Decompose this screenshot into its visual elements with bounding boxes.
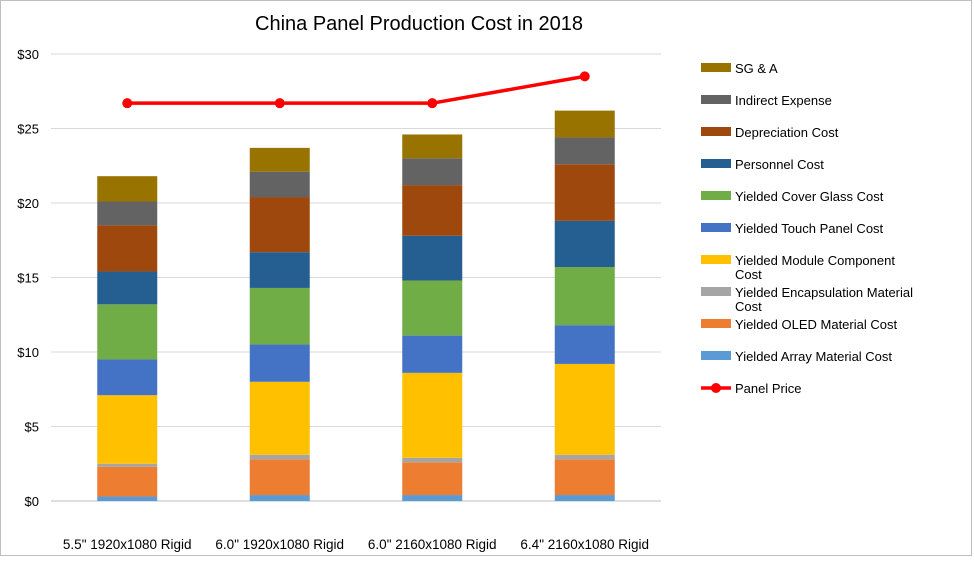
legend-label: Yielded Cover Glass Cost (735, 189, 884, 204)
bar-segment (97, 304, 158, 360)
y-tick-label: $25 (17, 122, 39, 137)
bar-segment (402, 335, 463, 373)
chart-title: China Panel Production Cost in 2018 (255, 13, 583, 35)
legend-marker (711, 383, 721, 393)
panel-price-marker (427, 98, 438, 109)
bar-segment (554, 164, 615, 221)
bar-segment (402, 158, 463, 186)
panel-price-marker (579, 71, 590, 82)
x-tick-label: 6.0" 1920x1080 Rigid (215, 537, 344, 552)
y-tick-label: $5 (25, 420, 39, 435)
legend: SG & A Indirect Expense Depreciation Cost P… (701, 61, 913, 396)
bar-segment (402, 235, 463, 281)
y-tick-label: $20 (17, 196, 39, 211)
legend-label: Yielded Encapsulation Material (735, 285, 913, 300)
legend-label: Depreciation Cost (735, 125, 839, 140)
bar-segment (249, 252, 310, 288)
bar-segment (402, 462, 463, 496)
bar-segment (97, 359, 158, 396)
legend-label: Indirect Expense (735, 93, 832, 108)
legend-label: Yielded Module Component (735, 253, 895, 268)
bar-segment (97, 395, 158, 464)
legend-swatch (701, 351, 731, 360)
bar-segment (554, 495, 615, 501)
bar-segment (402, 495, 463, 501)
bar-segment (97, 225, 158, 272)
panel-price-marker (122, 98, 133, 109)
legend-swatch (701, 159, 731, 168)
bar-segment (249, 495, 310, 501)
y-tick-label: $10 (17, 345, 39, 360)
bar-segment (554, 363, 615, 455)
legend-swatch (701, 287, 731, 296)
y-tick-label: $30 (17, 47, 39, 62)
legend-swatch (701, 127, 731, 136)
legend-label: Yielded Array Material Cost (735, 349, 892, 364)
legend-label: Cost (735, 299, 762, 314)
bar-segment (402, 457, 463, 463)
legend-label: Cost (735, 267, 762, 282)
legend-swatch (701, 223, 731, 232)
bar-segment (402, 372, 463, 458)
legend-label: Panel Price (735, 381, 801, 396)
legend-label: Yielded Touch Panel Cost (735, 221, 884, 236)
bar-segment (402, 280, 463, 336)
bar-segment (554, 137, 615, 165)
bar-segment (97, 463, 158, 467)
bar-segment (97, 271, 158, 305)
legend-swatch (701, 191, 731, 200)
bar-segment (249, 454, 310, 460)
legend-swatch (701, 63, 731, 72)
bar-segment (402, 134, 463, 159)
y-tick-label: $15 (17, 271, 39, 286)
bar-segment (554, 454, 615, 460)
bar-segment (249, 287, 310, 345)
bar-segment (97, 496, 158, 501)
bar-segment (97, 201, 158, 226)
bar-segment (249, 344, 310, 382)
legend-swatch (701, 319, 731, 328)
bar-segment (554, 325, 615, 364)
panel-price-line (122, 71, 590, 109)
bar-segment (554, 459, 615, 496)
y-tick-label: $0 (25, 494, 39, 509)
bar-segment (402, 185, 463, 236)
bar-segment (249, 197, 310, 253)
x-axis-labels: 5.5" 1920x1080 Rigid 6.0" 1920x1080 Rigid… (63, 537, 649, 552)
bar-segment (554, 110, 615, 138)
x-tick-label: 6.0" 2160x1080 Rigid (368, 537, 497, 552)
bar-segment (97, 176, 158, 202)
panel-price-marker (274, 98, 285, 109)
x-tick-label: 6.4" 2160x1080 Rigid (520, 537, 649, 552)
panel-price-line-path (127, 74, 586, 105)
bar-segment (554, 267, 615, 326)
bar-segment (97, 466, 158, 497)
bar-segment (249, 147, 310, 172)
bar-segment (249, 171, 310, 198)
legend-label: SG & A (735, 61, 778, 76)
legend-label: Yielded OLED Material Cost (735, 317, 897, 332)
bars (97, 110, 615, 501)
bar-segment (554, 220, 615, 268)
legend-label: Personnel Cost (735, 157, 824, 172)
x-tick-label: 5.5" 1920x1080 Rigid (63, 537, 192, 552)
y-axis: $0 $5 $10 $15 $20 $25 $30 (17, 47, 39, 509)
legend-swatch (701, 95, 731, 104)
legend-swatch (701, 255, 731, 264)
bar-segment (249, 459, 310, 496)
bar-segment (249, 381, 310, 455)
